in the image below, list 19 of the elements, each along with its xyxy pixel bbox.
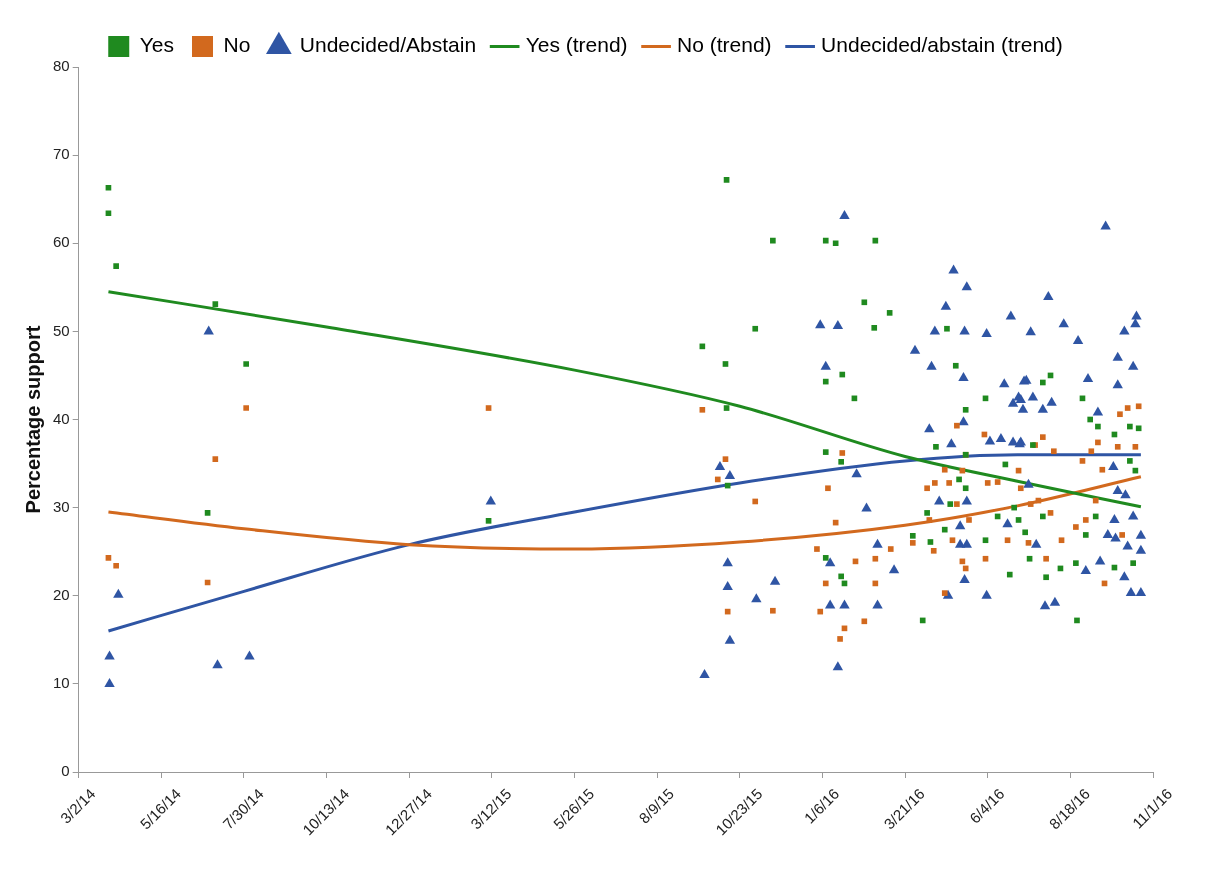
y-tick-label: 60 [53, 233, 70, 251]
y-tick-label: 30 [53, 497, 70, 515]
y-tick-label: 0 [61, 762, 70, 780]
legend-label: No [223, 33, 251, 57]
y-axis-title: Percentage support [21, 325, 44, 514]
legend-label: Yes [139, 33, 175, 57]
line-series [106, 453, 1143, 633]
legend-label: Yes (trend) [525, 33, 628, 57]
y-tick-label: 50 [53, 321, 70, 339]
legend-label: Undecided/Abstain [299, 33, 477, 57]
y-tick-label: 70 [53, 145, 70, 163]
legend-label: Undecided/abstain (trend) [821, 33, 1063, 57]
line-series [106, 290, 1143, 509]
y-tick-label: 20 [53, 585, 70, 603]
y-tick-label: 40 [53, 409, 70, 427]
legend-label: No (trend) [677, 33, 772, 57]
y-tick-label: 80 [53, 57, 70, 75]
y-tick-label: 10 [53, 674, 70, 692]
line-series [106, 475, 1143, 551]
